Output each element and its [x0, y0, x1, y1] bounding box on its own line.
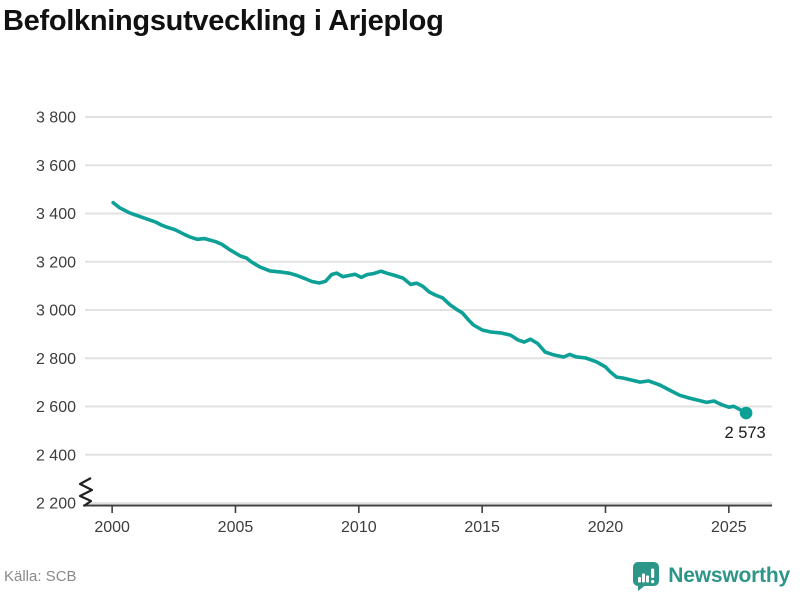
- end-value-label: 2 573: [724, 424, 765, 442]
- x-tick-label: 2015: [464, 519, 500, 536]
- y-tick-label: 2 400: [36, 447, 76, 464]
- y-tick-label: 3 600: [36, 158, 76, 175]
- y-tick-label: 3 200: [36, 254, 76, 271]
- axis-break-icon: [78, 477, 94, 507]
- end-point-marker: [739, 406, 753, 420]
- chart-footer: Källa: SCB Newsworthy: [0, 558, 800, 600]
- newsworthy-icon: [633, 561, 660, 591]
- x-tick-label: 2025: [711, 519, 747, 536]
- y-tick-label: 2 800: [36, 351, 76, 368]
- y-tick-label: 2 600: [36, 399, 76, 416]
- x-tick-label: 2000: [94, 519, 130, 536]
- y-tick-label: 2 200: [36, 496, 76, 513]
- chart-title: Befolkningsutveckling i Arjeplog: [3, 5, 444, 37]
- y-tick-label: 3 400: [36, 206, 76, 223]
- population-line: [111, 200, 748, 415]
- newsworthy-logo: Newsworthy: [632, 561, 790, 592]
- source-label: Källa: SCB: [4, 567, 77, 585]
- x-tick-label: 2020: [588, 519, 624, 536]
- y-tick-label: 3 000: [36, 303, 76, 320]
- y-tick-label: 3 800: [36, 110, 76, 127]
- x-tick-label: 2010: [341, 519, 377, 536]
- x-tick-label: 2005: [218, 519, 254, 536]
- newsworthy-wordmark: Newsworthy: [668, 564, 790, 587]
